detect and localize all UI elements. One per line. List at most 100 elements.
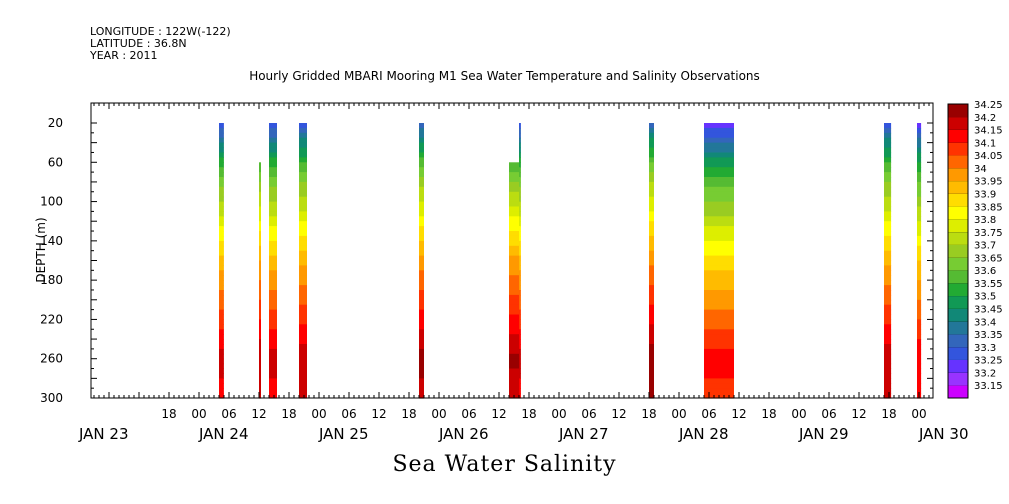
data-cell (219, 191, 224, 198)
data-cell (649, 280, 654, 286)
data-cell (509, 334, 520, 340)
x-tick-label: 12 (251, 407, 266, 421)
y-tick-label: 180 (40, 273, 63, 287)
data-cell (419, 299, 424, 306)
data-cell (219, 339, 224, 345)
colorbar-label: 33.4 (974, 317, 996, 328)
data-cell (509, 344, 520, 350)
x-tick-label: 12 (491, 407, 506, 421)
data-cell (269, 142, 277, 149)
data-cell (519, 226, 521, 232)
x-tick-label: 18 (761, 407, 776, 421)
colorbar-label: 33.45 (974, 305, 1003, 316)
data-cell (419, 270, 424, 276)
data-cell (509, 196, 520, 203)
data-cell (519, 383, 521, 389)
day-label: JAN 27 (558, 425, 609, 443)
data-cell (704, 314, 734, 320)
data-cell (519, 177, 521, 183)
data-cell (259, 255, 261, 262)
colorbar-label: 34.25 (974, 100, 1003, 111)
colorbar-label: 33.85 (974, 202, 1003, 213)
data-cell (509, 172, 520, 178)
data-cell (299, 147, 307, 154)
data-cell (649, 314, 654, 320)
data-cell (219, 344, 224, 350)
data-cell (509, 339, 520, 345)
data-cell (884, 147, 892, 154)
data-cell (269, 329, 277, 335)
data-cell (917, 191, 922, 198)
x-tick-label: 12 (851, 407, 866, 421)
data-cell (269, 270, 277, 276)
data-cell (884, 285, 892, 291)
day-label: JAN 24 (198, 425, 249, 443)
data-cell (704, 304, 734, 311)
data-cell (649, 393, 654, 399)
data-cell (704, 211, 734, 217)
data-cell (884, 216, 892, 222)
data-cell (269, 177, 277, 183)
data-cell (704, 172, 734, 178)
day-label: JAN 23 (78, 425, 129, 443)
data-cell (704, 309, 734, 316)
data-cell (269, 309, 277, 316)
data-cell (219, 319, 224, 325)
data-cell (884, 368, 892, 374)
data-cell (299, 344, 307, 350)
data-cell (649, 152, 654, 158)
data-cell (509, 275, 520, 281)
y-tick-label: 260 (40, 352, 63, 366)
colorbar-label: 33.5 (974, 292, 996, 303)
x-tick-label: 18 (281, 407, 296, 421)
data-cell (259, 226, 261, 232)
data-cell (269, 353, 277, 360)
data-cell (917, 260, 922, 266)
day-label: JAN 26 (438, 425, 489, 443)
data-cell (704, 142, 734, 149)
data-cell (649, 383, 654, 389)
data-cell (259, 285, 261, 291)
data-cell (649, 127, 654, 134)
data-cell (419, 152, 424, 158)
colorbar-swatch (948, 206, 968, 220)
x-tick-label: 00 (551, 407, 566, 421)
data-cell (917, 309, 922, 316)
data-cell (884, 255, 892, 262)
data-cell (509, 304, 520, 311)
data-cell (519, 339, 521, 345)
data-cell (259, 201, 261, 208)
colorbar-label: 33.2 (974, 368, 996, 379)
day-label: JAN 28 (678, 425, 729, 443)
colorbar-label: 33.95 (974, 177, 1003, 188)
x-tick-label: 06 (341, 407, 356, 421)
data-cell (299, 191, 307, 198)
data-cell (219, 181, 224, 188)
data-cell (509, 314, 520, 320)
data-cell (299, 162, 307, 168)
data-cell (519, 123, 521, 129)
data-cell (509, 181, 520, 188)
data-cell (917, 275, 922, 281)
colorbar-swatch (948, 129, 968, 143)
data-cell (649, 324, 654, 330)
x-tick-label: 06 (821, 407, 836, 421)
data-cell (259, 290, 261, 296)
data-cell (917, 294, 922, 301)
data-cell (519, 344, 521, 350)
data-cell (299, 353, 307, 360)
data-cell (419, 147, 424, 154)
data-cell (917, 250, 922, 257)
data-cell (884, 388, 892, 394)
data-cell (269, 167, 277, 173)
data-cell (419, 127, 424, 134)
data-cell (649, 240, 654, 247)
data-cell (704, 177, 734, 183)
data-cell (419, 280, 424, 286)
x-tick-label: 06 (581, 407, 596, 421)
data-cell (219, 378, 224, 384)
data-cell (259, 221, 261, 227)
data-cell (419, 250, 424, 257)
data-cell (509, 260, 520, 266)
data-cell (917, 265, 922, 271)
